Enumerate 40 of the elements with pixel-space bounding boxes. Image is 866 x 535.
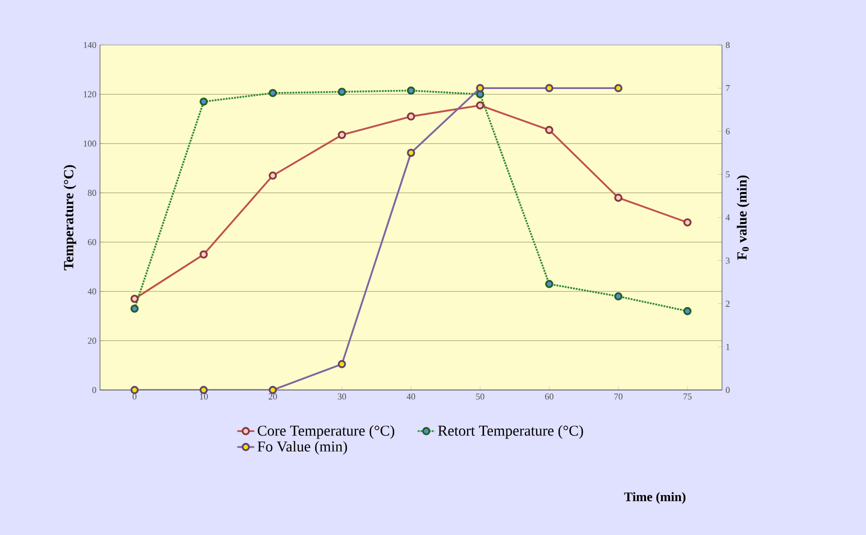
y2-tick-label: 2	[726, 300, 730, 307]
y2-tick-label: 6	[726, 128, 730, 134]
y-tick-label: 0	[92, 386, 96, 394]
y2-tick-label: 0	[726, 386, 730, 394]
y2-tick-label: 5	[726, 171, 730, 178]
legend-label: Core Temperature (°C)	[258, 425, 394, 439]
x-tick-label: 0	[132, 394, 136, 400]
y2-tick-label: 1	[726, 344, 730, 350]
point	[614, 292, 622, 300]
point	[406, 86, 416, 95]
point	[268, 88, 277, 98]
x-tick-label: 50	[476, 394, 484, 400]
y-tick-label: 120	[84, 91, 96, 98]
y2-tick-label: 8	[726, 42, 730, 48]
y2-axis-title: F$_{0}$ value (min)	[736, 176, 750, 260]
x-tick-label: 30	[338, 394, 346, 400]
x-tick-label: 40	[406, 394, 416, 400]
y2-tick-label: 4	[726, 214, 730, 220]
y2-tick-label: 3	[726, 258, 730, 264]
x-tick-label: 10	[200, 394, 208, 400]
y-axis-title: Temperature (°C)	[64, 165, 76, 270]
y2-tick-label: 7	[726, 85, 730, 92]
point	[130, 304, 139, 313]
y-tick-label: 100	[84, 140, 96, 147]
point	[545, 280, 554, 288]
y-tick-label: 40	[88, 288, 96, 294]
x-tick-label: 60	[545, 394, 554, 400]
legend-label: Fo Value (min)	[258, 441, 347, 455]
text: Time (min)	[624, 492, 686, 504]
legend-label: Retort Temperature (°C)	[438, 425, 584, 439]
y-tick-label: 140	[84, 42, 96, 48]
y-tick-label: 60	[88, 239, 96, 246]
point	[683, 307, 692, 316]
y-tick-label: 80	[88, 190, 96, 196]
x-tick-label: 20	[268, 394, 277, 400]
x-tick-label: 70	[614, 394, 622, 400]
point	[338, 88, 346, 96]
y-tick-label: 20	[88, 338, 96, 344]
point	[200, 98, 208, 106]
x-tick-label: 75	[684, 394, 692, 400]
